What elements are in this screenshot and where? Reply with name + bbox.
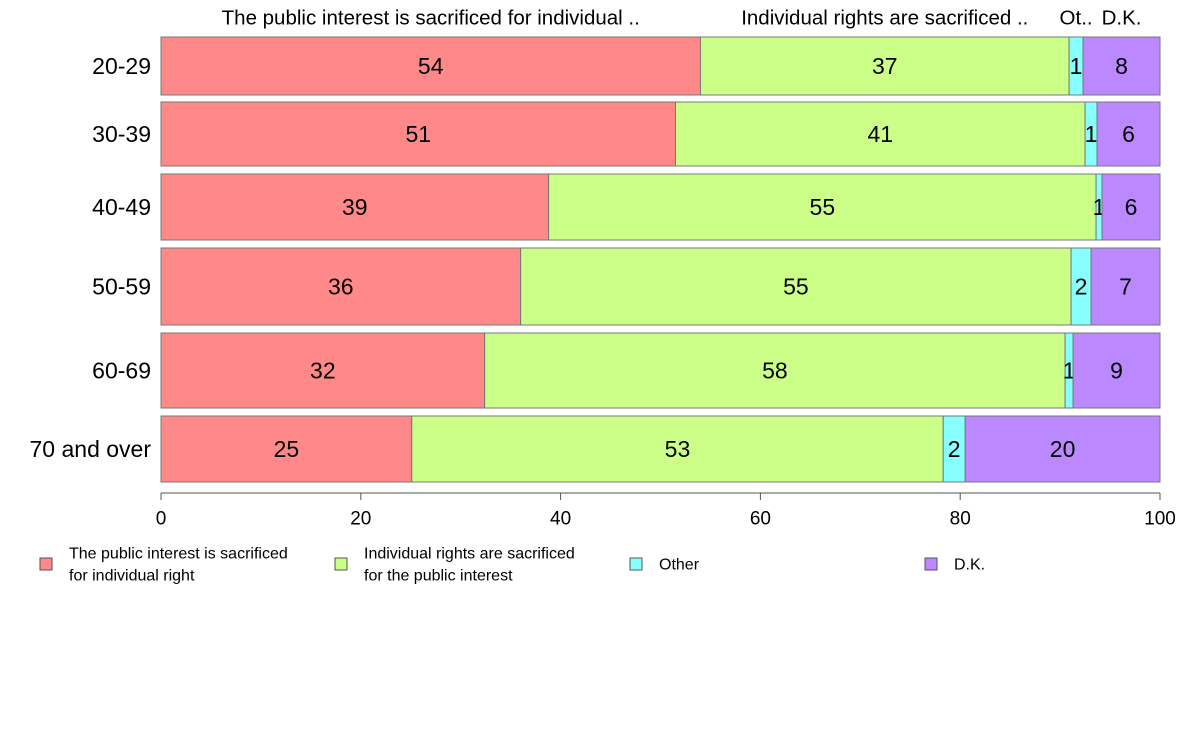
legend-swatch xyxy=(334,557,348,571)
legend: The public interest is sacrificed for ind… xyxy=(39,546,985,585)
x-tick-label: 80 xyxy=(950,509,971,530)
x-tick-label: 40 xyxy=(550,509,571,530)
data-label: 51 xyxy=(405,121,431,147)
legend-label: for individual right xyxy=(69,568,195,585)
category-label: 30-39 xyxy=(92,121,151,147)
data-label: 1 xyxy=(1070,53,1083,79)
data-label: 55 xyxy=(783,274,809,300)
x-tick-label: 100 xyxy=(1144,509,1176,530)
legend-label: Individual rights are sacrificed xyxy=(364,546,575,563)
bars: 54 37 1 851 41 1 639 55 1 636 55 2 732 58 1 925 53 2 20 xyxy=(160,36,1161,483)
legend-label: The public interest is sacrificed xyxy=(69,546,288,563)
data-label: 8 xyxy=(1115,53,1128,79)
bar-segment xyxy=(964,415,1161,483)
bar-segment xyxy=(484,332,1066,409)
bar-segment xyxy=(160,415,413,483)
data-label: 32 xyxy=(310,358,336,384)
category-label: 40-49 xyxy=(92,194,151,220)
category-label: 20-29 xyxy=(92,53,151,79)
bar-segment xyxy=(1072,332,1161,409)
data-label: 2 xyxy=(948,436,961,462)
column-header: Individual rights are sacrificed .. xyxy=(741,7,1028,30)
bar-segment xyxy=(160,332,486,409)
data-label: 2 xyxy=(1075,274,1088,300)
data-label: 36 xyxy=(328,274,354,300)
bar-segment xyxy=(1101,173,1161,241)
x-tick-label: 20 xyxy=(350,509,371,530)
bar-segment xyxy=(160,173,550,241)
bar-segment xyxy=(1090,247,1161,326)
data-label: 41 xyxy=(867,121,893,147)
x-axis: 0 20 40 60 80 100 xyxy=(156,492,1176,530)
category-label: 60-69 xyxy=(92,358,151,384)
data-label: 7 xyxy=(1119,274,1132,300)
legend-label: Other xyxy=(659,557,700,574)
data-label: 6 xyxy=(1122,121,1135,147)
column-header: D.K. xyxy=(1102,7,1142,30)
category-label: 50-59 xyxy=(92,274,151,300)
column-header: Ot.. xyxy=(1060,7,1093,30)
data-label: 55 xyxy=(810,194,836,220)
legend-label: D.K. xyxy=(954,557,985,574)
bar-segment xyxy=(1082,36,1161,96)
legend-swatch xyxy=(39,557,53,571)
bar-segment xyxy=(411,415,944,483)
data-label: 54 xyxy=(418,53,444,79)
category-label: 70 and over xyxy=(30,436,152,462)
data-label: 39 xyxy=(342,194,368,220)
legend-swatch xyxy=(924,557,938,571)
data-label: 1 xyxy=(1085,121,1098,147)
data-label: 20 xyxy=(1050,436,1076,462)
bar-segment xyxy=(699,36,1070,96)
column-header: The public interest is sacrificed for in… xyxy=(222,7,640,30)
column-headers: The public interest is sacrificed for in… xyxy=(222,7,1142,30)
data-label: 37 xyxy=(872,53,898,79)
data-label: 25 xyxy=(274,436,300,462)
bar-segment xyxy=(1096,101,1161,167)
bar-segment xyxy=(160,101,676,167)
data-label: 1 xyxy=(1063,358,1076,384)
x-tick-label: 60 xyxy=(750,509,771,530)
y-axis-labels: 20-29 30-39 40-49 50-59 60-69 70 and over xyxy=(30,53,152,462)
data-label: 9 xyxy=(1110,358,1123,384)
bar-segment xyxy=(548,173,1097,241)
data-label: 53 xyxy=(665,436,691,462)
bar-segment xyxy=(520,247,1072,326)
x-tick-label: 0 xyxy=(156,509,167,530)
bar-segment xyxy=(674,101,1086,167)
legend-label: for the public interest xyxy=(364,568,513,585)
data-label: 6 xyxy=(1125,194,1138,220)
legend-swatch xyxy=(629,557,643,571)
bar-segment xyxy=(160,36,701,96)
data-label: 58 xyxy=(762,358,788,384)
